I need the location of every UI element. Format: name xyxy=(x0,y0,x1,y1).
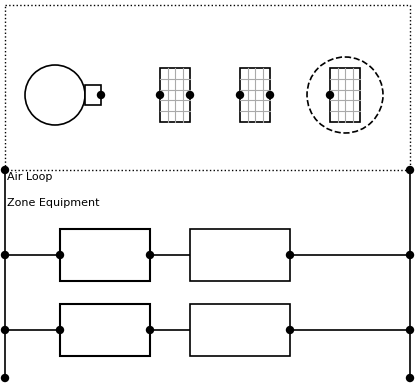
Text: Reheat Coil
(optional): Reheat Coil (optional) xyxy=(315,127,375,149)
Circle shape xyxy=(406,326,413,333)
FancyBboxPatch shape xyxy=(5,5,410,170)
Circle shape xyxy=(146,252,153,258)
Circle shape xyxy=(2,326,8,333)
Circle shape xyxy=(97,91,104,99)
Circle shape xyxy=(286,326,293,333)
Text: AirTerminal:
SingleDuct:
Uncontrolled: AirTerminal: SingleDuct: Uncontrolled xyxy=(209,313,271,347)
Circle shape xyxy=(2,167,8,174)
Circle shape xyxy=(56,326,64,333)
Circle shape xyxy=(146,326,153,333)
Text: Zone Equipment: Zone Equipment xyxy=(7,198,99,208)
Circle shape xyxy=(406,252,413,258)
Circle shape xyxy=(237,91,244,99)
Circle shape xyxy=(326,91,334,99)
Text: Heating
Coil: Heating Coil xyxy=(234,127,275,149)
Circle shape xyxy=(286,252,293,258)
Circle shape xyxy=(267,91,273,99)
Circle shape xyxy=(2,252,8,258)
FancyBboxPatch shape xyxy=(330,68,360,122)
FancyBboxPatch shape xyxy=(60,304,150,356)
Text: Air Loop: Air Loop xyxy=(7,172,52,182)
Text: Fan: Fan xyxy=(45,131,65,141)
FancyBboxPatch shape xyxy=(160,68,190,122)
Text: Zone: Zone xyxy=(87,323,122,336)
Circle shape xyxy=(156,91,163,99)
Text: Control
Zone: Control Zone xyxy=(79,241,130,269)
Text: AirTerminal:
SingleDuct:
Uncontrolled: AirTerminal: SingleDuct: Uncontrolled xyxy=(209,238,271,271)
Text: AirLoopHVAC:UnitaryHeatCool: AirLoopHVAC:UnitaryHeatCool xyxy=(116,16,298,26)
FancyBboxPatch shape xyxy=(190,229,290,281)
Circle shape xyxy=(186,91,194,99)
Text: Cooling
Coil: Cooling Coil xyxy=(155,127,195,149)
Circle shape xyxy=(406,167,413,174)
FancyBboxPatch shape xyxy=(85,85,101,105)
Circle shape xyxy=(2,374,8,381)
Circle shape xyxy=(406,374,413,381)
FancyBboxPatch shape xyxy=(190,304,290,356)
Circle shape xyxy=(56,252,64,258)
FancyBboxPatch shape xyxy=(240,68,270,122)
FancyBboxPatch shape xyxy=(60,229,150,281)
